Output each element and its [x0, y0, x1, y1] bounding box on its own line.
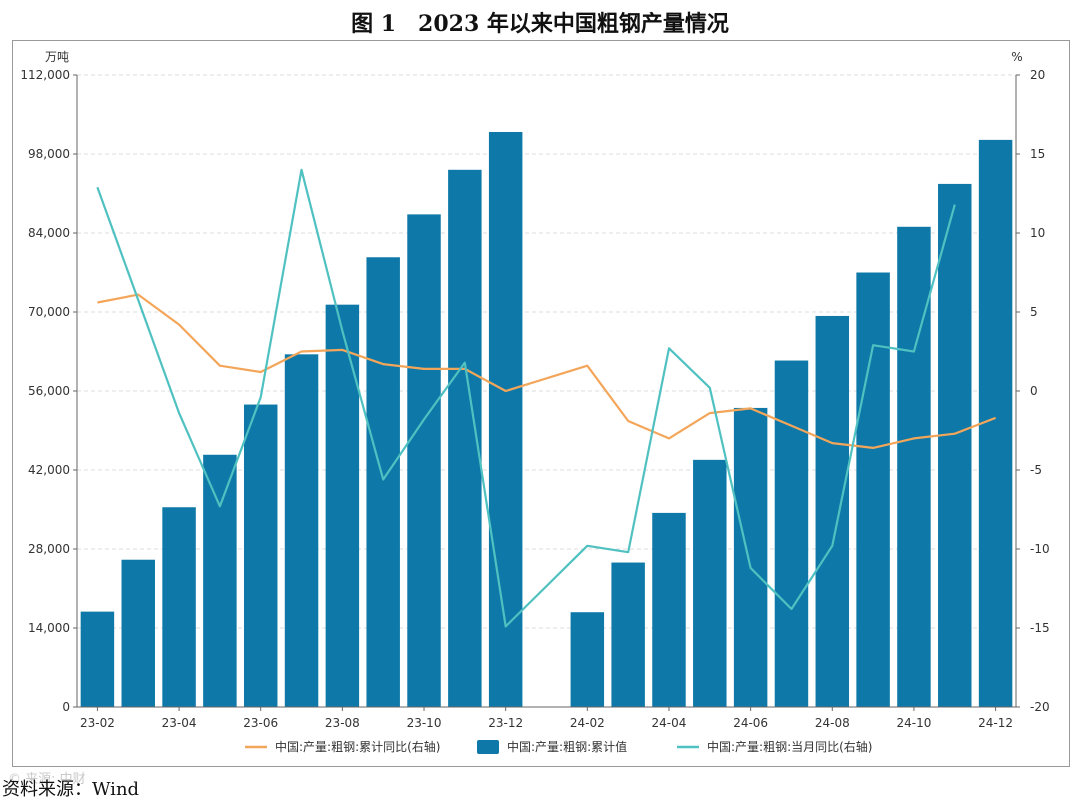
y-left-tick-label: 98,000 — [28, 147, 70, 161]
bar — [162, 507, 196, 707]
y-right-tick-label: 0 — [1030, 384, 1038, 398]
y-right-tick-label: 20 — [1030, 68, 1045, 82]
legend[interactable]: 中国:产量:粗钢:累计同比(右轴) 中国:产量:粗钢:累计值 中国:产量:粗钢:当月… — [245, 739, 873, 754]
x-tick-label: 24-12 — [978, 716, 1013, 730]
figure-title: 图 1 2023 年以来中国粗钢产量情况 — [351, 11, 729, 37]
y-left-tick-label: 28,000 — [28, 542, 70, 556]
bar — [325, 304, 360, 707]
bar — [203, 454, 237, 707]
legend-swatch — [477, 740, 499, 754]
y-right-tick-label: 10 — [1030, 226, 1045, 240]
watermark-text: © 来源: 中财 — [8, 772, 86, 787]
bar — [80, 611, 115, 707]
bar — [284, 354, 319, 707]
x-tick-label: 23-06 — [243, 716, 278, 730]
x-tick-label: 24-02 — [570, 716, 605, 730]
y-left-tick-label: 0 — [62, 700, 70, 714]
source-note: 资料来源：Wind — [2, 779, 140, 800]
x-tick-label: 24-10 — [896, 716, 931, 730]
series-line — [96, 168, 956, 628]
bar — [938, 183, 972, 707]
x-tick-label: 23-12 — [488, 716, 523, 730]
y-right-tick-label: -10 — [1030, 542, 1050, 556]
y-right-tick-label: -15 — [1030, 621, 1050, 635]
x-tick-label: 23-10 — [407, 716, 442, 730]
y-left-tick-label: 84,000 — [28, 226, 70, 240]
y-left-tick-label: 14,000 — [28, 621, 70, 635]
y-left-tick-label: 42,000 — [28, 463, 70, 477]
x-tick-label: 24-04 — [652, 716, 687, 730]
bar — [693, 459, 727, 707]
bar — [611, 562, 645, 707]
y-right-tick-label: 5 — [1030, 305, 1038, 319]
bar — [488, 131, 523, 707]
right-unit-label: % — [1011, 50, 1022, 64]
x-tick-label: 23-02 — [80, 716, 115, 730]
bar — [774, 360, 809, 707]
y-right-tick-label: -5 — [1030, 463, 1042, 477]
x-tick-label: 24-08 — [815, 716, 850, 730]
axes: 0 -20 14,000 -15 28,000 -10 42,000 -5 56,000 0 70,… — [20, 50, 1049, 730]
bar — [243, 404, 278, 707]
y-right-tick-label: 15 — [1030, 147, 1045, 161]
chart-svg: 0 -20 14,000 -15 28,000 -10 42,000 -5 56,000 0 70,… — [20, 50, 1050, 754]
y-left-tick-label: 112,000 — [20, 68, 70, 82]
legend-label: 中国:产量:粗钢:当月同比(右轴) — [707, 739, 873, 754]
x-tick-label: 24-06 — [733, 716, 768, 730]
bar — [856, 272, 890, 707]
bar-series — [80, 131, 1013, 708]
x-tick-label: 23-04 — [162, 716, 197, 730]
x-tick-label: 23-08 — [325, 716, 360, 730]
bar — [897, 226, 931, 708]
left-unit-label: 万吨 — [45, 50, 69, 64]
legend-label: 中国:产量:粗钢:累计同比(右轴) — [275, 739, 441, 754]
bar — [652, 512, 686, 707]
chart-frame: 0 -20 14,000 -15 28,000 -10 42,000 -5 56,000 0 70,… — [12, 40, 1070, 767]
bar — [815, 315, 850, 707]
legend-label: 中国:产量:粗钢:累计值 — [507, 739, 627, 754]
bar — [407, 214, 441, 707]
y-left-tick-label: 70,000 — [28, 305, 70, 319]
bar — [570, 612, 605, 707]
line-series — [96, 168, 996, 628]
y-left-tick-label: 56,000 — [28, 384, 70, 398]
bar — [978, 139, 1013, 708]
bar — [366, 257, 400, 707]
y-right-tick-label: -20 — [1030, 700, 1050, 714]
bar — [121, 559, 155, 707]
bar — [733, 407, 768, 707]
